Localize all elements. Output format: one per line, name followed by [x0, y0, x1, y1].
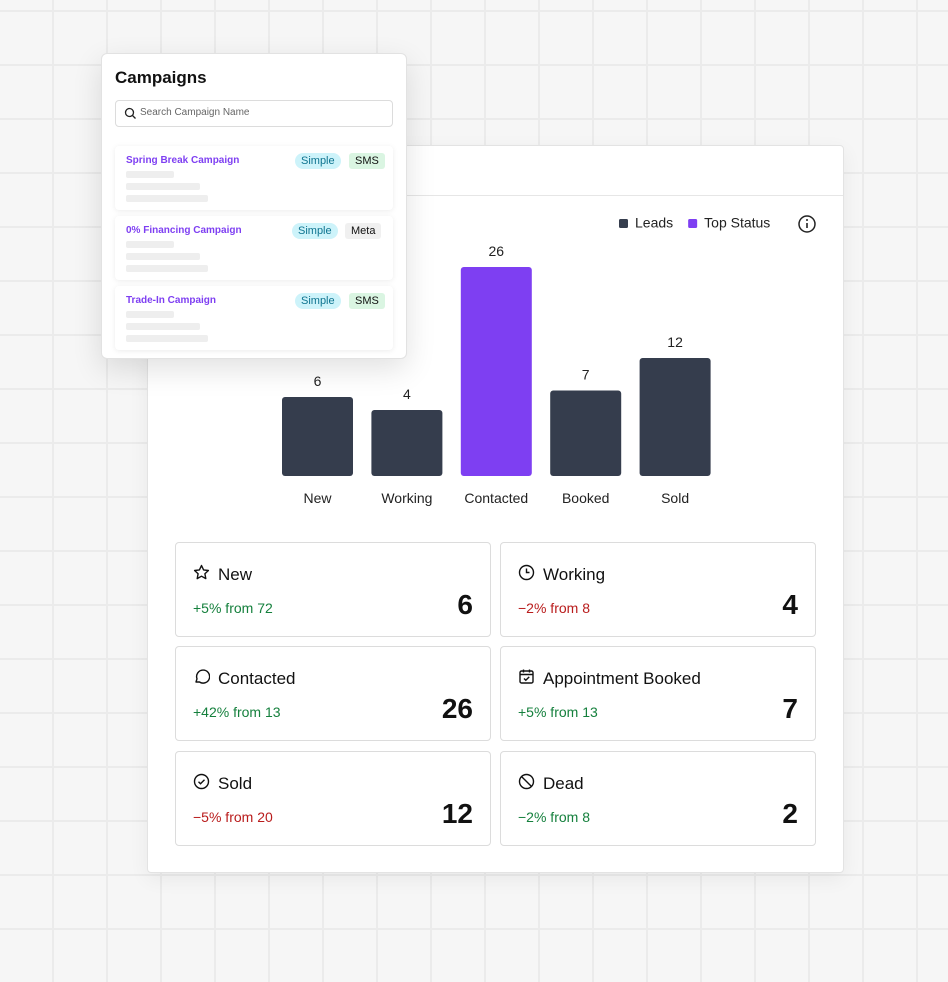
- skeleton: [126, 183, 200, 190]
- stat-title: Dead: [543, 774, 584, 793]
- stat-title: Contacted: [218, 669, 296, 688]
- info-icon[interactable]: [798, 215, 816, 233]
- stat-title: Appointment Booked: [543, 669, 701, 688]
- stat-card: Contacted +42% from 13 26: [175, 646, 491, 741]
- bar: [282, 397, 353, 476]
- stat-title: Sold: [218, 774, 253, 793]
- tag: SMS: [349, 293, 385, 309]
- campaign-name: Trade-In Campaign: [126, 295, 217, 306]
- stat-change: −2% from 8: [518, 809, 590, 825]
- value-label: 26: [489, 243, 505, 259]
- stat-value: 12: [441, 798, 473, 829]
- value-label: 12: [667, 334, 683, 350]
- search-icon: [124, 107, 136, 119]
- stat-card: Dead −2% from 8 2: [500, 751, 816, 846]
- value-label: 4: [403, 386, 411, 402]
- stat-card: Sold −5% from 20 12: [175, 751, 491, 846]
- skeleton: [126, 311, 174, 318]
- stat-card: New +5% from 72 6: [175, 542, 491, 637]
- campaign-item[interactable]: Trade-In Campaign Simple SMS: [115, 286, 393, 350]
- bar: [639, 358, 711, 476]
- stat-change: +42% from 13: [193, 704, 281, 720]
- campaign-name: Spring Break Campaign: [126, 155, 240, 166]
- skeleton: [126, 323, 200, 330]
- category-label: Booked: [562, 490, 609, 506]
- campaign-item[interactable]: Spring Break Campaign Simple SMS: [115, 146, 393, 210]
- icon: [518, 773, 535, 790]
- campaign-name: 0% Financing Campaign: [126, 225, 242, 236]
- campaigns-popup: Campaigns Search Campaign Name Spring Br…: [101, 53, 407, 359]
- bar: [460, 267, 532, 476]
- skeleton: [126, 171, 174, 178]
- tag: Simple: [295, 293, 341, 309]
- legend-label: Top Status: [704, 215, 770, 231]
- stat-card: Working −2% from 8 4: [500, 542, 816, 637]
- tag: SMS: [349, 153, 385, 169]
- stat-value: 7: [782, 693, 798, 724]
- bar: [550, 390, 622, 476]
- stat-card: Appointment Booked +5% from 13 7: [500, 646, 816, 741]
- icon: [518, 564, 535, 581]
- chart: Leads Top Status 6 New 4 Working 26 Contacted 7 B…: [282, 215, 816, 506]
- skeleton: [126, 335, 208, 342]
- skeleton: [126, 253, 200, 260]
- icon: [519, 669, 534, 684]
- tag: Simple: [295, 153, 341, 169]
- tag: Meta: [345, 223, 382, 239]
- legend-swatch: [688, 219, 698, 228]
- icon: [193, 773, 210, 790]
- stat-change: −5% from 20: [193, 809, 273, 825]
- search-placeholder: Search Campaign Name: [140, 107, 250, 118]
- search-input[interactable]: Search Campaign Name: [115, 100, 393, 127]
- value-label: 7: [582, 367, 590, 383]
- category-label: Contacted: [464, 490, 528, 506]
- category-label: Sold: [661, 490, 689, 506]
- popup-title: Campaigns: [115, 68, 207, 87]
- stat-value: 4: [782, 589, 798, 620]
- skeleton: [126, 241, 174, 248]
- stat-title: New: [218, 565, 253, 584]
- legend-label: Leads: [635, 215, 673, 231]
- stat-change: +5% from 13: [518, 704, 598, 720]
- skeleton: [126, 265, 208, 272]
- skeleton: [126, 195, 208, 202]
- icon: [195, 669, 210, 684]
- campaign-item[interactable]: 0% Financing Campaign Simple Meta: [115, 216, 393, 280]
- icon: [193, 564, 210, 580]
- stat-change: +5% from 72: [193, 600, 273, 616]
- stat-change: −2% from 8: [518, 600, 590, 616]
- tag: Simple: [292, 223, 338, 239]
- category-label: Working: [381, 490, 432, 506]
- legend-swatch: [619, 219, 628, 228]
- stat-title: Working: [543, 565, 606, 584]
- value-label: 6: [314, 373, 322, 389]
- stat-value: 2: [782, 798, 798, 829]
- stat-value: 6: [457, 589, 473, 620]
- stat-value: 26: [441, 693, 473, 724]
- bar: [371, 410, 443, 476]
- panel-header: [148, 146, 843, 196]
- leads-panel: Leads Top Status 6 New 4 Working 26 Contacted 7 B…: [147, 145, 844, 873]
- category-label: New: [303, 490, 332, 506]
